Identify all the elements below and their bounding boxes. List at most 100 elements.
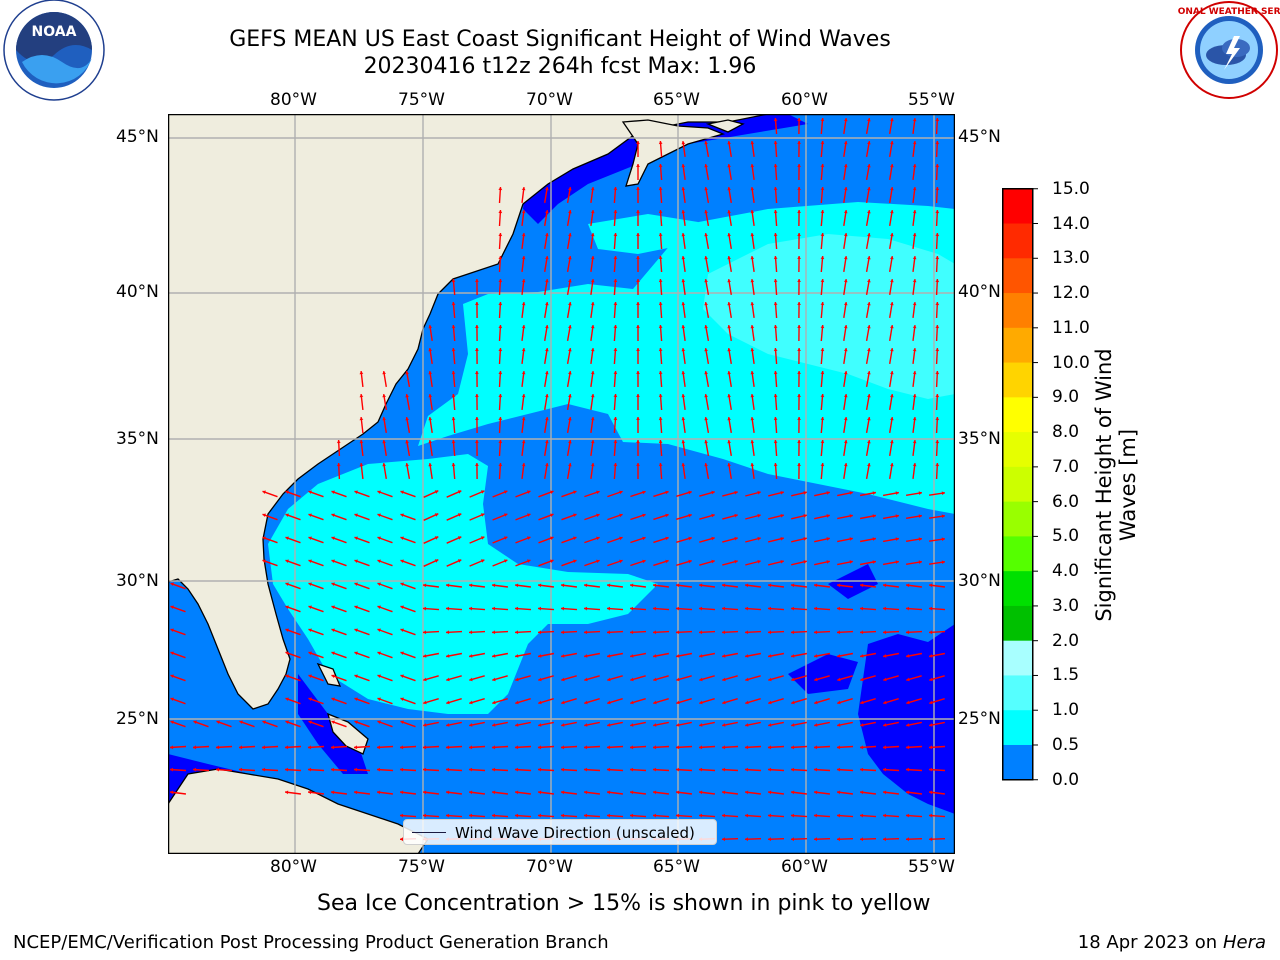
wave-arrow-head <box>820 371 825 375</box>
wave-arrow-head <box>336 463 341 467</box>
wave-arrow-head <box>498 371 503 375</box>
wave-arrow-head <box>727 141 731 145</box>
wave-arrow-head <box>750 440 755 444</box>
colorbar-tick-label: 0.0 <box>1052 769 1080 790</box>
wave-arrow-head <box>590 348 595 352</box>
wave-arrow-head <box>860 837 863 842</box>
wave-arrow-head <box>331 513 335 517</box>
wave-arrow-head <box>285 559 289 563</box>
wave-arrow-head <box>768 654 772 658</box>
wave-arrow-head <box>860 677 864 682</box>
wave-arrow-head <box>354 490 358 494</box>
wave-arrow-head <box>912 256 917 260</box>
wave-arrow-head <box>750 187 755 191</box>
wave-arrow-head <box>613 463 618 467</box>
wave-arrow-head <box>400 536 404 540</box>
wave-arrow-head <box>590 210 595 214</box>
colorbar <box>1002 188 1038 781</box>
lat-label-left: 35°N <box>116 429 159 449</box>
lon-label-bottom: 55°W <box>908 857 955 877</box>
wave-arrow-head <box>843 325 848 329</box>
wave-arrow-head <box>359 394 364 398</box>
wave-arrow-head <box>423 790 427 795</box>
wave-arrow-head <box>704 440 708 444</box>
wave-arrow-head <box>423 767 427 772</box>
wave-arrow-head <box>797 187 801 190</box>
wave-arrow-head <box>354 651 358 655</box>
wave-arrow-head <box>676 767 680 772</box>
wave-arrow-head <box>636 233 640 236</box>
wave-arrow-head <box>573 559 577 563</box>
wave-arrow-head <box>912 325 917 329</box>
chart-title: GEFS MEAN US East Coast Significant Heig… <box>229 27 891 52</box>
wave-arrow-head <box>451 302 456 306</box>
wave-arrow-head <box>584 745 588 750</box>
wave-arrow-head <box>780 491 784 495</box>
wave-arrow-head <box>890 440 894 444</box>
wave-arrow-head <box>768 606 772 611</box>
wave-arrow-head <box>791 767 795 772</box>
wave-arrow-head <box>619 536 623 541</box>
wave-arrow-head <box>584 606 588 611</box>
wave-arrow-head <box>843 302 848 306</box>
wave-arrow-head <box>757 490 761 495</box>
wave-arrow-head <box>797 210 801 213</box>
wave-arrow-head <box>446 813 450 818</box>
wave-arrow-head <box>681 279 686 283</box>
colorbar-tick-label: 1.5 <box>1052 665 1080 686</box>
wave-arrow-head <box>428 394 433 398</box>
wave-arrow-head <box>658 463 663 467</box>
wave-arrow-head <box>521 256 526 260</box>
wave-arrow-head <box>727 440 731 444</box>
wave-arrow-head <box>521 187 526 191</box>
wave-arrow-head <box>658 141 663 145</box>
wave-arrow-head <box>704 348 708 352</box>
wave-arrow-head <box>285 536 289 540</box>
wave-arrow-head <box>538 700 542 705</box>
colorbar-tick-label: 9.0 <box>1052 387 1080 408</box>
lat-label-right: 35°N <box>958 429 1001 449</box>
wave-arrow-head <box>498 348 503 352</box>
wave-arrow-head <box>492 813 496 818</box>
wave-arrow-head <box>423 606 427 611</box>
wave-arrow-head <box>354 674 358 678</box>
wave-arrow-head <box>883 654 887 658</box>
wave-arrow-head <box>681 348 686 352</box>
wave-arrow-head <box>498 233 503 237</box>
wave-arrow-head <box>773 417 778 421</box>
wave-arrow-head <box>308 605 312 609</box>
wave-arrow-head <box>400 697 404 701</box>
wave-arrow-head <box>590 256 595 260</box>
wave-arrow-head <box>935 118 940 122</box>
wave-arrow-head <box>561 723 565 727</box>
wave-arrow-head <box>613 440 618 444</box>
colorbar-tick-label: 14.0 <box>1052 213 1090 234</box>
wave-arrow-head <box>480 490 485 494</box>
wave-arrow-head <box>750 210 755 214</box>
wave-arrow-head <box>354 745 358 750</box>
wave-arrow-head <box>883 813 887 818</box>
wave-arrow-head <box>722 767 726 772</box>
wave-arrow-head <box>584 700 588 705</box>
wave-arrow-head <box>568 394 572 398</box>
wave-arrow-head <box>941 560 945 565</box>
wave-arrow-head <box>727 164 731 168</box>
wave-arrow-head <box>607 606 611 611</box>
wave-arrow-head <box>849 514 853 518</box>
wave-arrow-head <box>382 394 386 398</box>
wave-arrow-head <box>545 279 549 283</box>
wave-arrow-head <box>681 463 686 467</box>
lat-label-left: 45°N <box>116 127 159 147</box>
wave-arrow-head <box>457 490 462 494</box>
wave-arrow-head <box>773 325 778 329</box>
wave-arrow-head <box>568 371 572 375</box>
wave-arrow-head <box>860 583 864 588</box>
wave-arrow-head <box>837 813 841 818</box>
wave-arrow-head <box>883 677 887 682</box>
wave-arrow-head <box>658 302 663 306</box>
wave-arrow-head <box>193 745 197 750</box>
wave-arrow-head <box>745 606 749 611</box>
wave-arrow-head <box>745 654 749 658</box>
wave-arrow-head <box>814 700 818 705</box>
wave-arrow-head <box>797 463 801 466</box>
